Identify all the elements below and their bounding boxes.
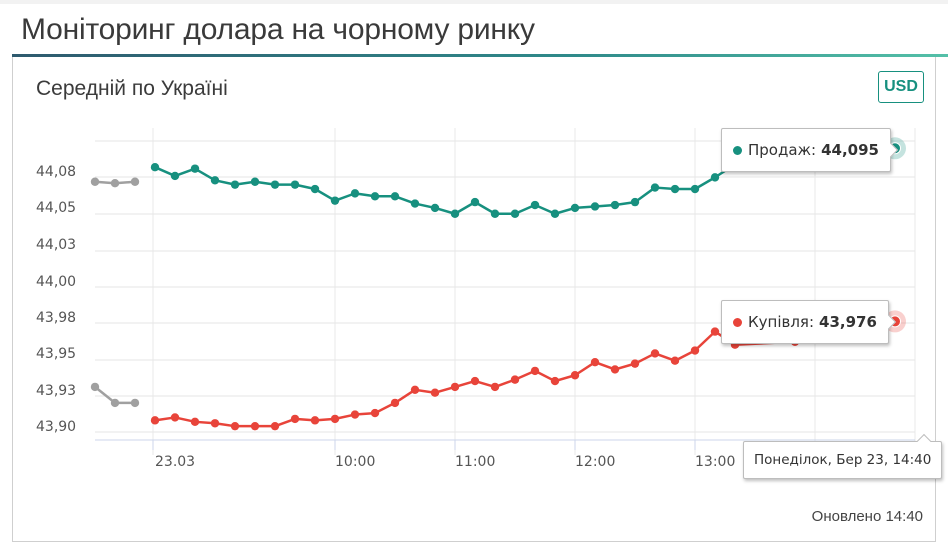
chart-series bbox=[90, 137, 906, 431]
buy-tooltip-label: Купівля: bbox=[748, 313, 815, 331]
date-tooltip-text: Понеділок, Бер 23, 14:40 bbox=[754, 452, 932, 468]
series-1 bbox=[90, 382, 140, 408]
svg-text:44,03: 44,03 bbox=[36, 237, 76, 253]
page-title: Моніторинг долара на чорному ринку bbox=[21, 13, 535, 46]
svg-text:43,98: 43,98 bbox=[36, 310, 76, 326]
svg-text:43,93: 43,93 bbox=[36, 383, 76, 399]
svg-text:11:00: 11:00 bbox=[455, 454, 495, 470]
svg-text:43,95: 43,95 bbox=[36, 346, 76, 362]
svg-text:13:00: 13:00 bbox=[695, 454, 735, 470]
card-title: Середній по Україні bbox=[36, 77, 228, 100]
buy-tooltip-value: 43,976 bbox=[819, 313, 877, 331]
currency-usd-button[interactable]: USD bbox=[878, 71, 924, 103]
sell-tooltip-label: Продаж: bbox=[748, 141, 817, 159]
series-0 bbox=[90, 177, 140, 188]
svg-text:43,90: 43,90 bbox=[36, 419, 76, 435]
y-axis-labels: 44,08 44,05 44,03 44,00 43,98 43,95 43,93 43,90 bbox=[36, 164, 76, 435]
svg-text:44,08: 44,08 bbox=[36, 164, 76, 180]
svg-text:23.03: 23.03 bbox=[155, 454, 195, 470]
buy-tooltip: Купівля: 43,976 bbox=[721, 300, 896, 344]
updated-timestamp: Оновлено 14:40 bbox=[811, 508, 923, 525]
svg-text:12:00: 12:00 bbox=[575, 454, 615, 470]
svg-text:44,00: 44,00 bbox=[36, 274, 76, 290]
buy-legend-dot-icon bbox=[733, 317, 742, 327]
sell-legend-dot-icon bbox=[733, 145, 742, 155]
svg-text:44,05: 44,05 bbox=[36, 200, 76, 216]
x-axis-labels: 23.03 10:00 11:00 12:00 13:00 bbox=[155, 454, 735, 470]
svg-text:10:00: 10:00 bbox=[335, 454, 375, 470]
top-strip bbox=[0, 0, 948, 4]
chart-grid bbox=[95, 128, 916, 455]
date-tooltip: Понеділок, Бер 23, 14:40 bbox=[743, 433, 943, 479]
title-divider bbox=[12, 54, 948, 57]
sell-tooltip: Продаж: 44,095 bbox=[721, 128, 899, 172]
sell-tooltip-value: 44,095 bbox=[821, 141, 879, 159]
